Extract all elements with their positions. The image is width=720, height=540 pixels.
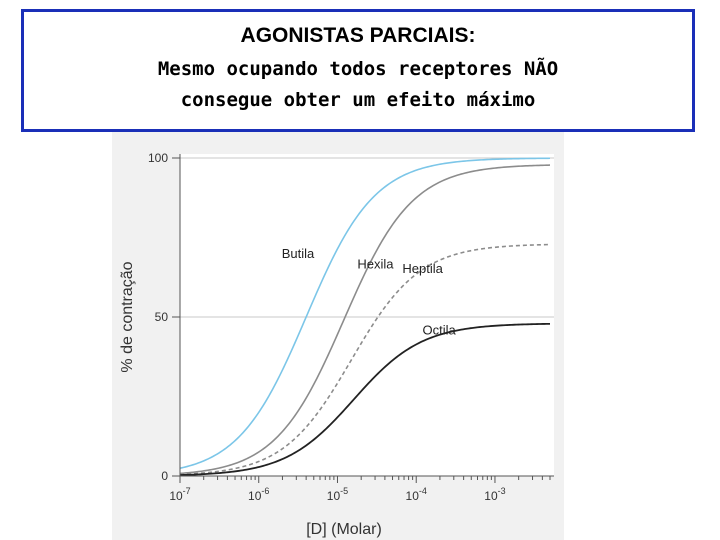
series-line-octila bbox=[179, 322, 551, 476]
y-axis-label: % de contração bbox=[119, 261, 136, 372]
x-tick-label: 10-5 bbox=[327, 486, 348, 503]
x-tick-label: 10-4 bbox=[406, 486, 427, 503]
title-subline-2: consegue obter um efeito máximo bbox=[180, 89, 536, 111]
label-layer: Butila Hexila Heptila Octila bbox=[282, 246, 457, 337]
axis-layer: 0 50 100 10-7 10-6 10-5 10-4 10-3 bbox=[148, 151, 554, 503]
title-subline-1: Mesmo ocupando todos receptores NÃO bbox=[157, 58, 559, 80]
y-tick-label: 100 bbox=[148, 151, 168, 165]
series-line-heptila bbox=[179, 243, 551, 476]
series-layer bbox=[179, 157, 551, 476]
series-label-butila: Butila bbox=[282, 246, 315, 261]
plot-area bbox=[180, 154, 554, 476]
x-tick-label: 10-3 bbox=[484, 486, 505, 503]
y-tick-label: 0 bbox=[161, 469, 168, 483]
series-line-butila bbox=[179, 157, 551, 470]
chart-panel: 0 50 100 10-7 10-6 10-5 10-4 10-3 Butila Hexila H… bbox=[112, 132, 564, 540]
series-line-hexila bbox=[179, 164, 551, 475]
title-box: AGONISTAS PARCIAIS: Mesmo ocupando todos… bbox=[21, 9, 695, 132]
x-axis-label: [D] (Molar) bbox=[306, 521, 382, 538]
x-tick-label: 10-7 bbox=[169, 486, 190, 503]
series-label-octila: Octila bbox=[422, 322, 456, 337]
x-tick-label: 10-6 bbox=[248, 486, 269, 503]
series-label-hexila: Hexila bbox=[357, 256, 394, 271]
y-tick-label: 50 bbox=[155, 310, 169, 324]
title-heading: AGONISTAS PARCIAIS: bbox=[240, 24, 476, 47]
dose-response-chart: 0 50 100 10-7 10-6 10-5 10-4 10-3 Butila Hexila H… bbox=[119, 151, 554, 538]
series-label-heptila: Heptila bbox=[402, 261, 443, 276]
grid-layer bbox=[180, 154, 554, 476]
